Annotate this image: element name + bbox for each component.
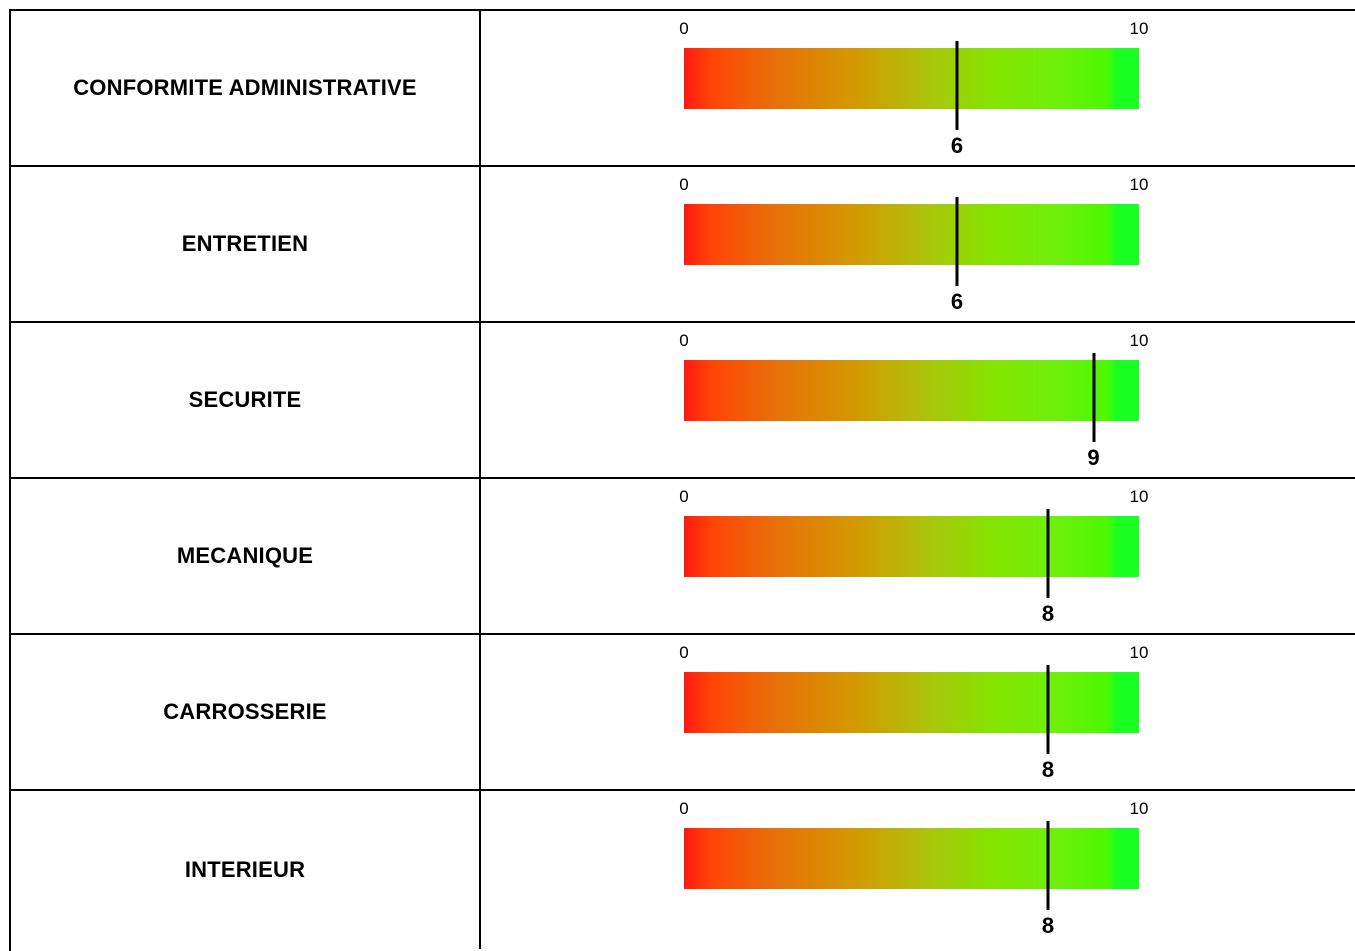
- gauge-bar: [684, 360, 1139, 421]
- scale-min-label: 0: [679, 331, 688, 351]
- scale-max-label: 10: [1130, 643, 1149, 663]
- scale-max-label: 10: [1130, 19, 1149, 39]
- scale-min-label: 0: [679, 487, 688, 507]
- category-cell: INTERIEUR: [11, 791, 481, 949]
- score-row: CONFORMITE ADMINISTRATIVE 0 10 6: [11, 11, 1355, 167]
- value-label: 9: [1087, 445, 1099, 471]
- category-label: SECURITE: [189, 387, 302, 413]
- value-label: 8: [1042, 757, 1054, 783]
- value-marker: [1047, 665, 1050, 754]
- scale-min-label: 0: [679, 643, 688, 663]
- score-table: CONFORMITE ADMINISTRATIVE 0 10 6 ENTRETIEN 0 1…: [9, 9, 1355, 951]
- scale-max-label: 10: [1130, 487, 1149, 507]
- scale-max-label: 10: [1130, 175, 1149, 195]
- value-marker: [1092, 353, 1095, 442]
- gauge-cell: 0 10 8: [481, 635, 1355, 789]
- gauge-bar: [684, 204, 1139, 265]
- value-label: 6: [951, 289, 963, 315]
- gauge-cell: 0 10 6: [481, 11, 1355, 165]
- score-row: ENTRETIEN 0 10 6: [11, 167, 1355, 323]
- value-label: 8: [1042, 913, 1054, 939]
- value-label: 8: [1042, 601, 1054, 627]
- gauge-cell: 0 10 8: [481, 791, 1355, 949]
- gauge-bar: [684, 48, 1139, 109]
- value-label: 6: [951, 133, 963, 159]
- category-cell: SECURITE: [11, 323, 481, 477]
- score-row: CARROSSERIE 0 10 8: [11, 635, 1355, 791]
- score-row: INTERIEUR 0 10 8: [11, 791, 1355, 949]
- value-marker: [1047, 821, 1050, 910]
- value-marker: [1047, 509, 1050, 598]
- gauge-cell: 0 10 9: [481, 323, 1355, 477]
- category-label: INTERIEUR: [185, 857, 305, 883]
- gauge-bar: [684, 672, 1139, 733]
- category-label: CONFORMITE ADMINISTRATIVE: [73, 75, 417, 101]
- gauge-cell: 0 10 6: [481, 167, 1355, 321]
- scale-min-label: 0: [679, 19, 688, 39]
- category-label: CARROSSERIE: [163, 699, 327, 725]
- scale-max-label: 10: [1130, 799, 1149, 819]
- value-marker: [956, 41, 959, 130]
- category-cell: CARROSSERIE: [11, 635, 481, 789]
- category-label: ENTRETIEN: [182, 231, 308, 257]
- category-cell: MECANIQUE: [11, 479, 481, 633]
- category-label: MECANIQUE: [177, 543, 313, 569]
- scale-max-label: 10: [1130, 331, 1149, 351]
- scale-min-label: 0: [679, 175, 688, 195]
- score-row: SECURITE 0 10 9: [11, 323, 1355, 479]
- gauge-bar: [684, 828, 1139, 889]
- scale-min-label: 0: [679, 799, 688, 819]
- gauge-bar: [684, 516, 1139, 577]
- value-marker: [956, 197, 959, 286]
- category-cell: CONFORMITE ADMINISTRATIVE: [11, 11, 481, 165]
- category-cell: ENTRETIEN: [11, 167, 481, 321]
- score-row: MECANIQUE 0 10 8: [11, 479, 1355, 635]
- gauge-cell: 0 10 8: [481, 479, 1355, 633]
